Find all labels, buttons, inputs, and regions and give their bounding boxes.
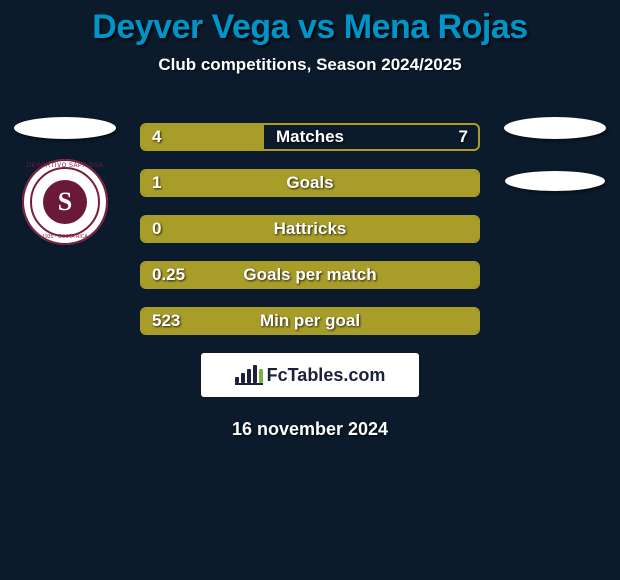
stat-bar-fill (142, 309, 478, 333)
left-club-badge: DEPORTIVO SAPRISSA S 1935 · COSTA RICA (22, 159, 108, 245)
stat-bar-track (140, 169, 480, 197)
date-line: 16 november 2024 (0, 419, 620, 440)
stat-bar-fill (142, 217, 478, 241)
stat-row: Hattricks0 (140, 215, 480, 243)
stat-bar-fill (142, 125, 264, 149)
logo-bar-segment (247, 369, 251, 383)
stat-bar-fill (142, 171, 478, 195)
stat-row: Goals per match0.25 (140, 261, 480, 289)
stats-bars: Matches47 Goals1 Hattricks0 Goals per match… (140, 123, 480, 335)
page-title: Deyver Vega vs Mena Rojas (0, 0, 620, 47)
stat-bar-fill (142, 263, 478, 287)
left-player-column: DEPORTIVO SAPRISSA S 1935 · COSTA RICA (10, 117, 120, 245)
logo-bars-icon (235, 365, 263, 385)
main-area: DEPORTIVO SAPRISSA S 1935 · COSTA RICA M… (0, 123, 620, 335)
stat-row: Matches47 (140, 123, 480, 151)
right-player-name-placeholder (504, 117, 606, 139)
fctables-logo: FcTables.com (201, 353, 419, 397)
logo-text: FcTables.com (267, 365, 386, 386)
badge-bottom-text: 1935 · COSTA RICA (42, 234, 87, 240)
badge-top-text: DEPORTIVO SAPRISSA (27, 163, 103, 169)
page-subtitle: Club competitions, Season 2024/2025 (0, 55, 620, 75)
stat-bar-track (140, 123, 480, 151)
logo-bar-segment (259, 369, 263, 383)
right-player-column (500, 117, 610, 191)
comparison-infographic: Deyver Vega vs Mena Rojas Club competiti… (0, 0, 620, 580)
left-player-name-placeholder (14, 117, 116, 139)
stat-bar-track (140, 307, 480, 335)
logo-bar-segment (241, 373, 245, 383)
logo-bar-segment (235, 377, 239, 383)
stat-row: Min per goal523 (140, 307, 480, 335)
logo-bar-segment (253, 365, 257, 383)
stat-row: Goals1 (140, 169, 480, 197)
stat-bar-track (140, 261, 480, 289)
right-club-placeholder (505, 171, 605, 191)
stat-bar-track (140, 215, 480, 243)
